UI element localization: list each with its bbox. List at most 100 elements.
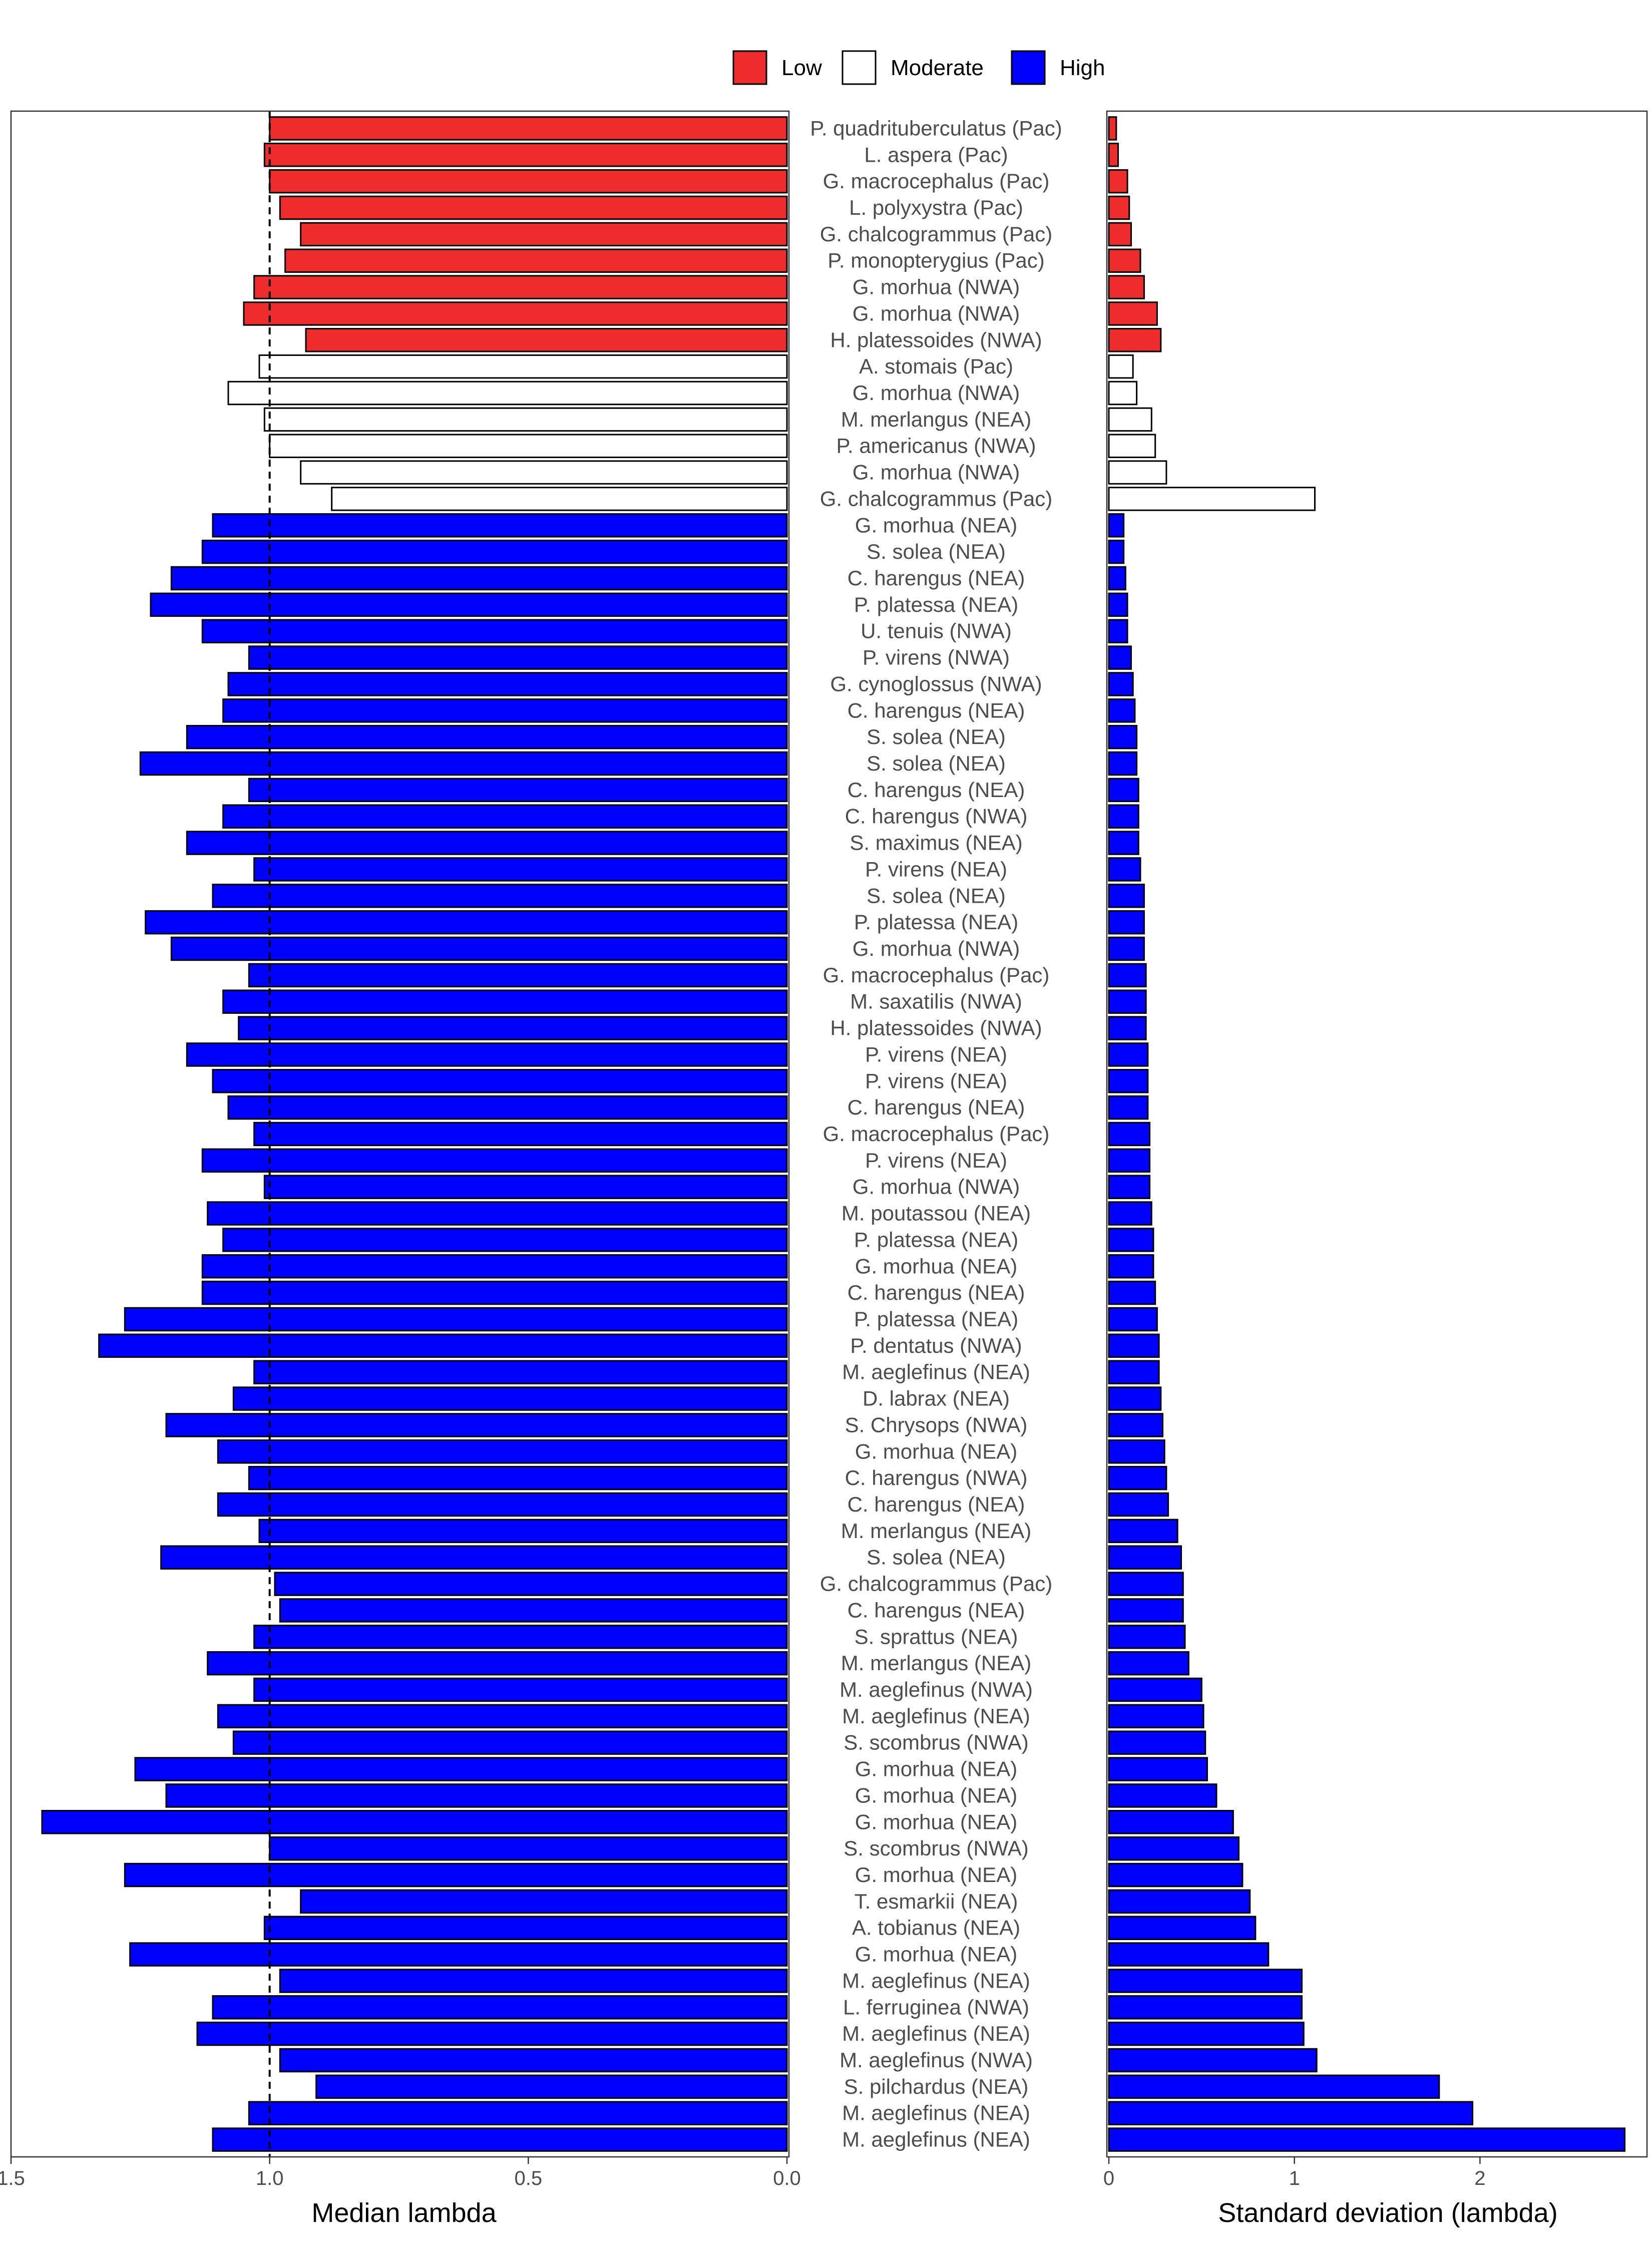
median-bar <box>134 1757 788 1781</box>
stock-label: A. tobianus (NEA) <box>852 1916 1020 1940</box>
median-bar <box>124 1862 788 1888</box>
median-bar <box>98 1333 788 1358</box>
stock-label: G. morhua (NWA) <box>853 301 1020 325</box>
median-bar <box>217 1492 788 1517</box>
stock-label: C. harengus (NWA) <box>845 1466 1028 1489</box>
stock-label: C. harengus (NEA) <box>848 566 1025 590</box>
median-bar <box>331 487 788 511</box>
median-bar <box>201 1148 788 1173</box>
stock-label: C. harengus (NEA) <box>848 1598 1025 1622</box>
sd-bar <box>1108 1201 1152 1226</box>
median-bar <box>269 434 788 458</box>
sd-bar <box>1108 1704 1204 1729</box>
left-x-axis: 1.5 1.0 0.5 0.0 <box>0 2157 801 2189</box>
stock-label: C. harengus (NEA) <box>848 1492 1025 1516</box>
sd-bar <box>1108 857 1141 882</box>
sd-bar <box>1108 143 1119 167</box>
median-bar <box>263 143 788 167</box>
median-bar <box>300 222 788 247</box>
stock-label: S. solea (NEA) <box>867 752 1006 775</box>
legend: Low Moderate High <box>732 50 1105 85</box>
sd-bar <box>1108 407 1152 432</box>
stock-label: C. harengus (NEA) <box>848 1095 1025 1119</box>
median-bar <box>248 1465 788 1490</box>
stock-label: G. morhua (NEA) <box>855 1810 1017 1833</box>
median-bar <box>300 1889 788 1914</box>
sd-bar <box>1108 1069 1149 1093</box>
x-tick-label: 1 <box>1289 2167 1300 2189</box>
sd-bar <box>1108 1625 1186 1649</box>
median-bar <box>201 1254 788 1279</box>
median-bar <box>279 1598 788 1623</box>
stock-label: G. chalcogrammus (Pac) <box>820 222 1052 246</box>
x-tick-label: 0 <box>1103 2167 1114 2189</box>
stock-label: P. virens (NWA) <box>863 646 1010 669</box>
stock-label: A. stomais (Pac) <box>859 354 1013 378</box>
stock-label: T. esmarkii (NEA) <box>855 1890 1018 1913</box>
stock-label: G. macrocephalus (Pac) <box>823 169 1050 193</box>
sd-bar <box>1108 1016 1147 1040</box>
median-bar <box>269 169 788 194</box>
median-bar <box>263 1175 788 1199</box>
stock-label: S. solea (NEA) <box>867 725 1006 748</box>
median-bar <box>196 2021 788 2046</box>
sd-bar <box>1108 1386 1162 1411</box>
stock-label: M. merlangus (NEA) <box>841 1651 1031 1675</box>
stock-label: P. dentatus (NWA) <box>850 1334 1022 1357</box>
sd-bar <box>1108 936 1145 961</box>
stock-label: M. aeglefinus (NEA) <box>842 2022 1030 2045</box>
median-bar <box>212 1069 788 1093</box>
median-bar <box>269 1836 788 1861</box>
stock-label: C. harengus (NEA) <box>848 778 1025 802</box>
median-bar <box>212 884 788 908</box>
stock-labels: P. quadrituberculatus (Pac) L. aspera (Pa… <box>810 116 1062 2151</box>
stock-label: P. platessa (NEA) <box>854 910 1018 934</box>
sd-bar <box>1108 910 1145 935</box>
sd-bar <box>1108 460 1167 485</box>
median-bar <box>227 1095 788 1120</box>
right-x-axis: 0 1 2 <box>1103 2157 1486 2189</box>
stock-label: S. solea (NEA) <box>867 884 1006 907</box>
median-bar <box>284 248 788 273</box>
stock-label: S. maximus (NEA) <box>850 831 1022 855</box>
median-bar <box>170 936 788 961</box>
legend-swatch-low <box>732 50 767 85</box>
stock-label: M. saxatilis (NWA) <box>850 990 1022 1013</box>
sd-bar <box>1108 1333 1160 1358</box>
sd-bar <box>1108 751 1138 776</box>
left-panel-frame <box>10 110 790 2158</box>
stock-label: G. morhua (NEA) <box>855 513 1017 537</box>
sd-bar <box>1108 1916 1257 1940</box>
median-lambda-panel: 1.5 1.0 0.5 0.0 Median lambda <box>0 110 801 2228</box>
stock-label: S. solea (NEA) <box>867 1546 1006 1569</box>
stock-label: P. americanus (NWA) <box>836 434 1036 458</box>
stock-label: G. morhua (NWA) <box>853 275 1020 299</box>
median-bar <box>269 116 788 141</box>
stock-label: G. morhua (NEA) <box>855 1757 1017 1781</box>
median-bar <box>243 301 788 326</box>
median-bar <box>258 1519 788 1544</box>
stock-label: G. chalcogrammus (Pac) <box>820 1572 1052 1596</box>
sd-bar <box>1108 1757 1208 1781</box>
sd-bar <box>1108 2048 1318 2073</box>
median-bar <box>186 1042 788 1067</box>
sd-bar <box>1108 1360 1160 1384</box>
median-bar <box>186 831 788 855</box>
median-bar <box>238 1016 788 1040</box>
stock-label: P. monopterygius (Pac) <box>828 249 1044 272</box>
sd-bar <box>1108 275 1145 299</box>
stock-label: G. morhua (NWA) <box>853 937 1020 960</box>
sd-bar <box>1108 645 1132 670</box>
median-bar <box>248 645 788 670</box>
median-bar <box>201 1280 788 1305</box>
sd-bar <box>1108 487 1316 511</box>
stock-label: M. merlangus (NEA) <box>841 408 1031 431</box>
median-bar <box>150 592 788 617</box>
sd-bar <box>1108 2127 1626 2152</box>
stock-label: C. harengus (NEA) <box>848 698 1025 722</box>
stock-label: G. chalcogrammus (Pac) <box>820 487 1052 510</box>
sd-bar <box>1108 1572 1184 1596</box>
stock-label: G. morhua (NEA) <box>855 1254 1017 1278</box>
sd-bar <box>1108 592 1128 617</box>
